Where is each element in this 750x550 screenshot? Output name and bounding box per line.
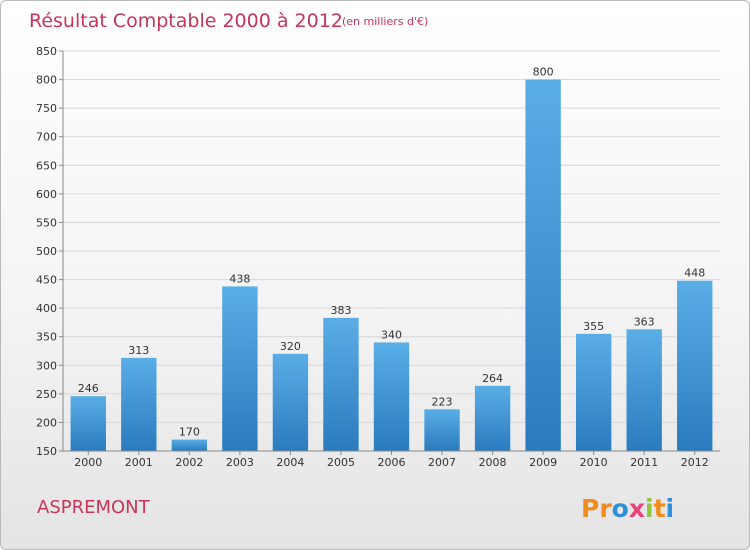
chart-title: Résultat Comptable 2000 à 2012 — [29, 10, 343, 32]
bar-2002 — [171, 439, 208, 451]
x-tick-label: 2010 — [580, 456, 608, 469]
x-tick-label: 2001 — [125, 456, 153, 469]
bar-value-label: 355 — [583, 320, 604, 333]
bar-2010 — [575, 333, 612, 451]
bar-value-label: 800 — [533, 66, 554, 79]
x-tick-label: 2009 — [529, 456, 557, 469]
bar-value-label: 363 — [634, 315, 655, 328]
logo-letter: P — [581, 494, 599, 523]
bar-value-label: 313 — [128, 344, 149, 357]
bar-value-label: 246 — [78, 382, 99, 395]
bar-value-label: 223 — [432, 395, 453, 408]
y-tick-label: 550 — [36, 216, 57, 229]
x-tick-label: 2011 — [630, 456, 658, 469]
y-tick-label: 500 — [36, 245, 57, 258]
bar-value-label: 448 — [684, 267, 705, 280]
y-tick-label: 300 — [36, 359, 57, 372]
grid-lines — [63, 50, 720, 423]
bar-2012 — [677, 280, 713, 451]
logo-letter: o — [612, 494, 629, 523]
y-tick-label: 200 — [36, 416, 57, 429]
bar-value-label: 264 — [482, 372, 503, 385]
bars: 246 313 170 438 320 383 340 223 264 800 355 363 448 — [70, 66, 713, 452]
y-tick-label: 150 — [36, 445, 57, 458]
y-tick-label: 400 — [36, 302, 57, 315]
bar-2001 — [121, 357, 157, 451]
bar-value-label: 320 — [280, 340, 301, 353]
logo-letter: i — [645, 494, 654, 523]
bar-2005 — [323, 317, 359, 451]
x-tick-label: 2004 — [276, 456, 304, 469]
y-tick-label: 250 — [36, 388, 57, 401]
bar-2011 — [626, 329, 662, 451]
bar-2008 — [474, 385, 511, 451]
y-tick-label: 700 — [36, 131, 57, 144]
bar-2006 — [373, 342, 410, 451]
bar-2000 — [70, 396, 106, 451]
bar-2009 — [525, 79, 561, 452]
y-tick-label: 750 — [36, 102, 57, 115]
logo-letter: x — [629, 494, 645, 523]
bar-2003 — [222, 286, 258, 451]
axes: 150 200 250 300 350 400 450 500 550 600 650 700 750 8… — [36, 45, 720, 469]
y-tick-label: 450 — [36, 274, 57, 287]
bar-value-label: 170 — [179, 426, 200, 439]
bar-value-label: 340 — [381, 328, 402, 341]
x-tick-label: 2003 — [226, 456, 254, 469]
y-tick-label: 650 — [36, 159, 57, 172]
chart-subtitle: (en milliers d'€) — [342, 15, 428, 28]
proxiti-logo: Proxiti — [581, 494, 674, 523]
bar-2007 — [424, 409, 460, 451]
y-tick-label: 850 — [36, 45, 57, 58]
x-tick-label: 2007 — [428, 456, 456, 469]
bar-value-label: 438 — [229, 272, 250, 285]
logo-letter: t — [654, 494, 666, 523]
logo-letter: i — [666, 494, 675, 523]
y-tick-label: 800 — [36, 74, 57, 87]
y-tick-label: 350 — [36, 331, 57, 344]
x-tick-label: 2002 — [175, 456, 203, 469]
bar-value-label: 383 — [330, 304, 351, 317]
x-tick-label: 2008 — [479, 456, 507, 469]
x-tick-label: 2000 — [74, 456, 102, 469]
x-tick-label: 2005 — [327, 456, 355, 469]
x-tick-label: 2012 — [681, 456, 709, 469]
y-tick-label: 600 — [36, 188, 57, 201]
logo-letter: r — [599, 494, 612, 523]
bar-2004 — [272, 353, 309, 451]
location-name: ASPREMONT — [37, 497, 151, 518]
x-tick-label: 2006 — [378, 456, 406, 469]
